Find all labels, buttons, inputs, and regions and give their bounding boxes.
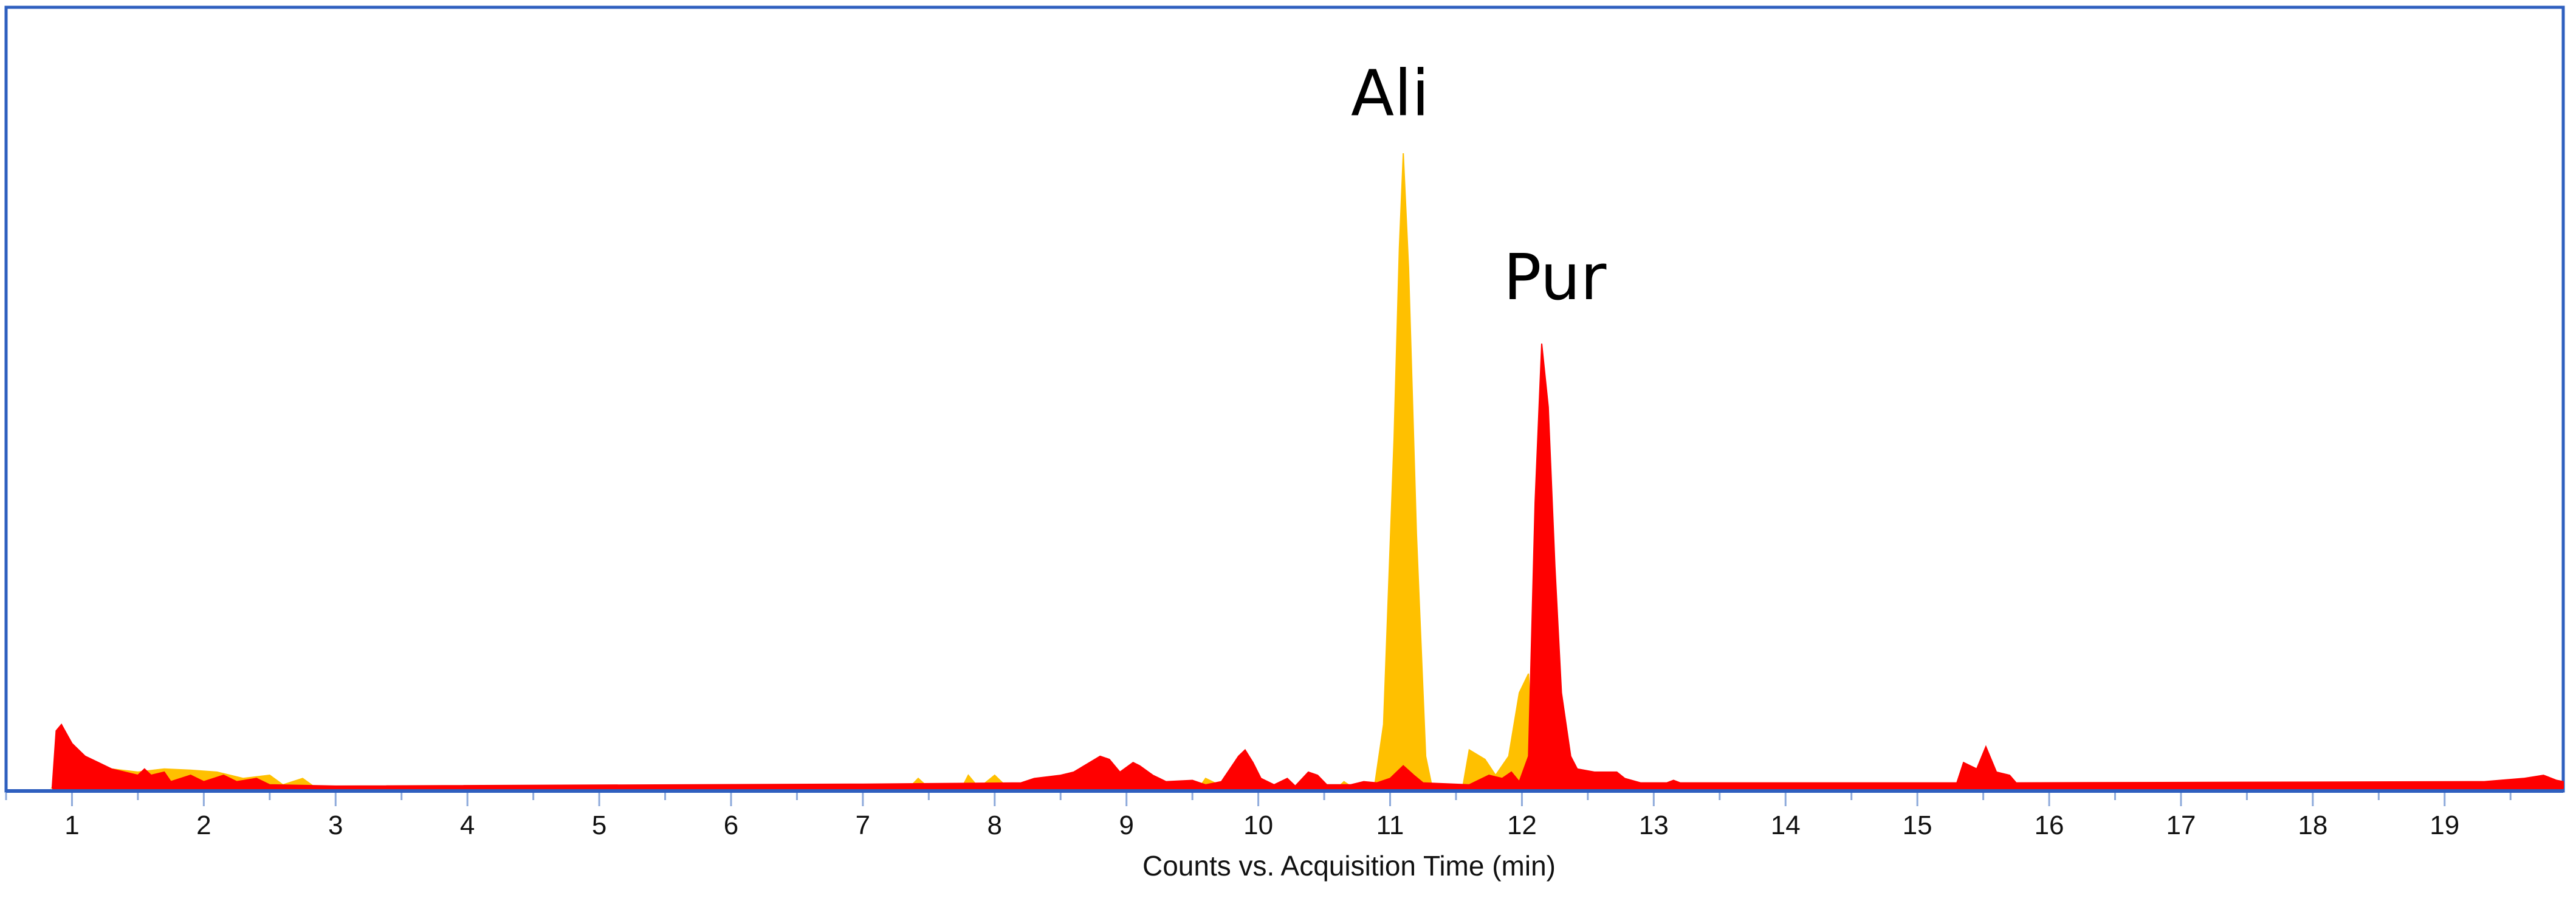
x-tick-label: 4 — [460, 810, 475, 840]
peak-label-ali: Ali — [1351, 56, 1429, 130]
x-tick-label: 15 — [1903, 810, 1932, 840]
plot-frame — [4, 5, 2565, 793]
x-tick-label: 5 — [592, 810, 606, 840]
x-tick-label: 11 — [1376, 810, 1404, 840]
x-tick-label: 2 — [196, 810, 211, 840]
series-1-trace — [51, 344, 2564, 789]
x-tick-label: 19 — [2430, 810, 2459, 840]
peak-annotations: Ali Pur — [1351, 56, 1607, 314]
x-tick-label: 18 — [2298, 810, 2327, 840]
x-tick-label: 16 — [2035, 810, 2064, 840]
peak-label-pur: Pur — [1503, 240, 1607, 314]
x-tick-label: 17 — [2166, 810, 2196, 840]
x-tick-label: 1 — [64, 810, 79, 840]
x-tick-label: 3 — [328, 810, 343, 840]
x-tick-label: 10 — [1243, 810, 1273, 840]
x-axis-tick-labels: 1 2 3 4 5 6 7 8 9 10 11 12 13 14 15 16 17 18 19 — [64, 810, 2459, 840]
x-tick-label: 14 — [1771, 810, 1801, 840]
x-axis-ticks — [5, 793, 2512, 806]
series-layer — [50, 153, 2564, 789]
x-tick-label: 13 — [1639, 810, 1669, 840]
x-tick-label: 7 — [856, 810, 870, 840]
x-tick-label: 9 — [1119, 810, 1133, 840]
x-axis-title: Counts vs. Acquisition Time (min) — [1142, 850, 1556, 882]
x-tick-label: 6 — [724, 810, 738, 840]
x-tick-label: 12 — [1507, 810, 1537, 840]
x-tick-label: 8 — [987, 810, 1002, 840]
